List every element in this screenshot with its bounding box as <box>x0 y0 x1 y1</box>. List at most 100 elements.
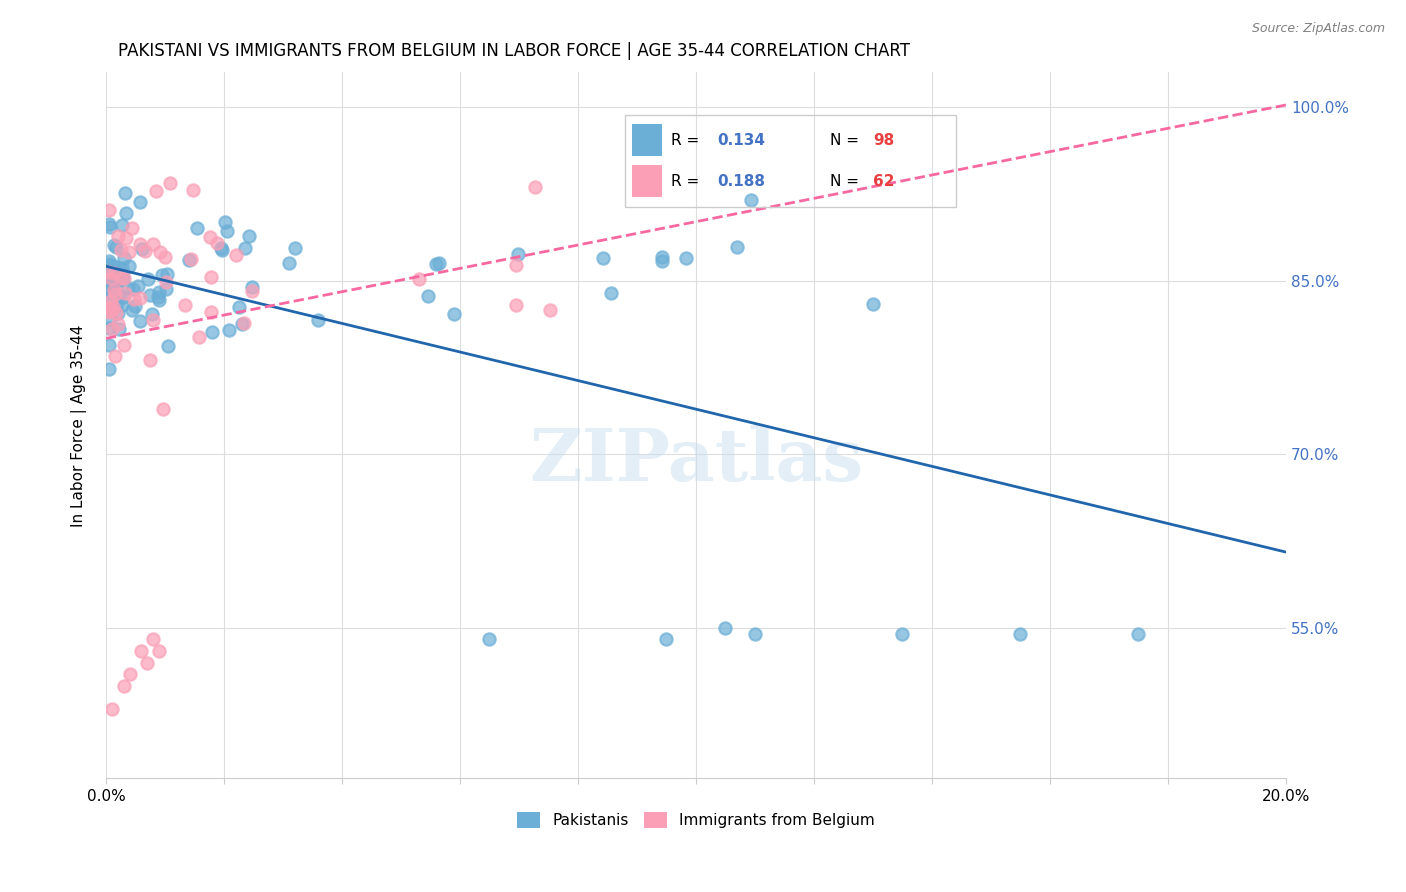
Point <box>152 401 174 416</box>
Point <box>97 338 120 352</box>
Point <box>101 260 124 274</box>
Point <box>127 278 149 293</box>
Point <box>111 268 134 283</box>
Point <box>200 305 222 319</box>
Point <box>136 656 159 670</box>
Point <box>740 194 762 208</box>
Point <box>284 240 307 254</box>
Point <box>98 302 121 317</box>
Text: PAKISTANI VS IMMIGRANTS FROM BELGIUM IN LABOR FORCE | AGE 35-44 CORRELATION CHAR: PAKISTANI VS IMMIGRANTS FROM BELGIUM IN … <box>118 42 910 60</box>
Point <box>307 313 329 327</box>
Point <box>114 285 136 300</box>
Point <box>112 251 135 265</box>
Point <box>149 245 172 260</box>
Point <box>152 268 174 282</box>
Text: ZIPatlas: ZIPatlas <box>529 425 863 496</box>
Point <box>744 626 766 640</box>
Point <box>98 312 121 326</box>
Point <box>714 621 737 635</box>
Point <box>200 230 222 244</box>
Point <box>128 291 150 305</box>
Point <box>138 271 160 285</box>
Point <box>599 285 621 300</box>
Point <box>225 248 247 262</box>
Point <box>97 305 120 319</box>
Point <box>97 257 120 271</box>
Y-axis label: In Labor Force | Age 35-44: In Labor Force | Age 35-44 <box>72 324 87 526</box>
Point <box>443 307 465 321</box>
Point <box>114 186 136 200</box>
Point <box>100 293 122 308</box>
Point <box>118 667 141 681</box>
Point <box>124 299 146 313</box>
Point <box>148 293 170 307</box>
Point <box>101 278 124 293</box>
Point <box>233 241 256 255</box>
Point <box>118 245 141 260</box>
Point <box>97 265 120 279</box>
Point <box>107 317 129 331</box>
Point <box>104 306 127 320</box>
Point <box>97 268 120 283</box>
Point <box>725 240 748 254</box>
Point <box>112 271 135 285</box>
Point <box>891 626 914 640</box>
Point <box>478 632 501 647</box>
Point <box>408 271 430 285</box>
Point <box>1010 626 1032 640</box>
Point <box>508 246 530 260</box>
Point <box>214 215 236 229</box>
Point <box>122 282 145 296</box>
Point <box>240 285 263 299</box>
Point <box>97 262 120 277</box>
Point <box>155 282 177 296</box>
Point <box>97 362 120 376</box>
Point <box>174 298 197 312</box>
Point <box>592 251 614 265</box>
Point <box>155 275 177 289</box>
Point <box>112 338 135 352</box>
Legend: Pakistanis, Immigrants from Belgium: Pakistanis, Immigrants from Belgium <box>510 805 882 834</box>
Point <box>111 218 134 232</box>
Point <box>101 300 124 314</box>
Point <box>141 308 163 322</box>
Point <box>98 259 121 273</box>
Point <box>122 292 145 306</box>
Point <box>114 231 136 245</box>
Point <box>103 283 125 297</box>
Point <box>138 353 160 368</box>
Point <box>142 236 165 251</box>
Point <box>108 260 131 275</box>
Point <box>651 250 673 264</box>
Point <box>117 281 139 295</box>
Point <box>651 253 673 268</box>
Point <box>129 237 152 252</box>
Point <box>538 303 561 318</box>
Point <box>231 318 253 332</box>
Point <box>104 349 127 363</box>
Point <box>97 262 120 277</box>
Point <box>523 180 546 194</box>
Point <box>205 235 228 250</box>
Point <box>209 241 232 255</box>
Point <box>108 272 131 286</box>
Point <box>98 220 121 235</box>
Point <box>505 258 527 272</box>
Point <box>218 323 240 337</box>
Point <box>416 288 439 302</box>
Point <box>238 228 260 243</box>
Point <box>97 253 120 268</box>
Point <box>107 274 129 288</box>
Point <box>107 322 129 336</box>
Point <box>98 279 121 293</box>
Point <box>148 285 170 299</box>
Point <box>675 251 697 265</box>
Point <box>115 205 138 219</box>
Point <box>129 313 152 327</box>
Point <box>201 325 224 339</box>
Point <box>103 266 125 280</box>
Point <box>145 184 167 198</box>
Point <box>100 269 122 284</box>
Point <box>111 260 134 275</box>
Point <box>655 632 678 647</box>
